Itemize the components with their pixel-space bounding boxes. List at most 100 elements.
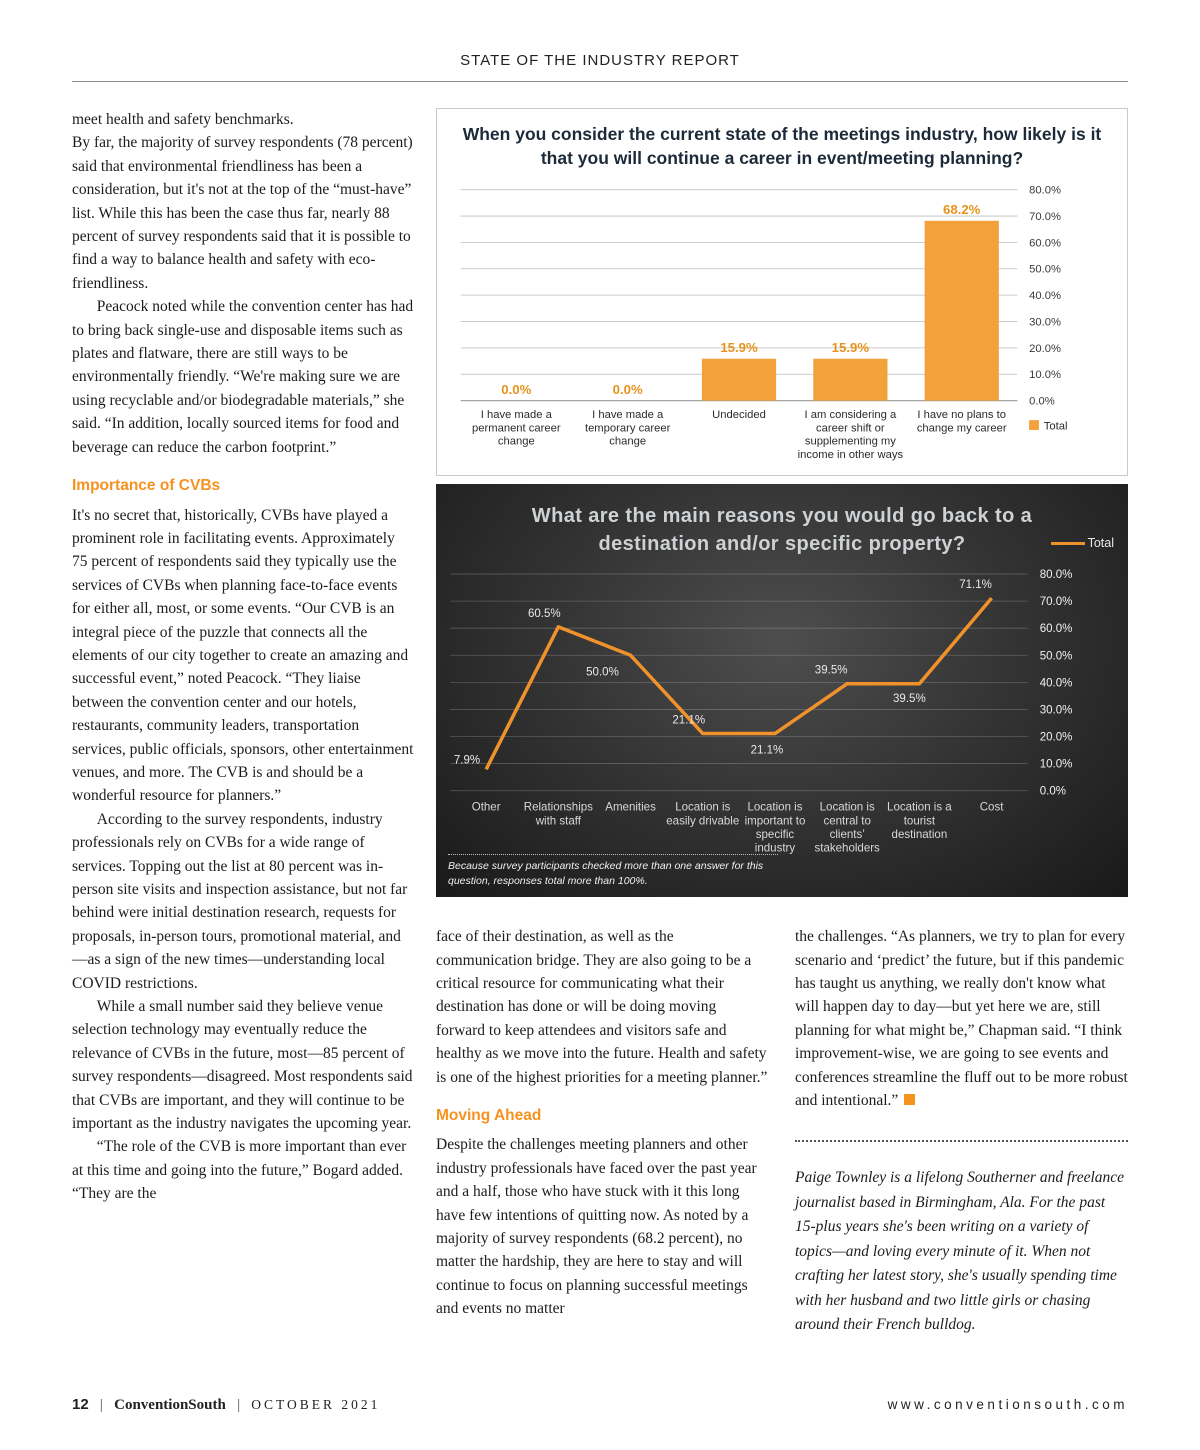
svg-text:40.0%: 40.0% (1029, 290, 1061, 302)
dotted-separator (795, 1140, 1128, 1143)
issue-date: OCTOBER 2021 (251, 1397, 381, 1412)
svg-text:10.0%: 10.0% (1029, 369, 1061, 381)
svg-text:career shift or: career shift or (816, 423, 885, 435)
page-content: meet health and safety benchmarks. By fa… (72, 108, 1128, 1338)
legend-label: Total (1087, 536, 1114, 551)
svg-text:important to: important to (745, 815, 806, 827)
svg-text:change: change (609, 436, 646, 448)
paragraph: It's no secret that, historically, CVBs … (72, 506, 414, 805)
svg-text:supplementing my: supplementing my (805, 436, 896, 448)
lower-text-columns: face of their destination, as well as th… (436, 925, 1128, 1338)
bar-chart-title: When you consider the current state of t… (462, 124, 1102, 168)
svg-text:30.0%: 30.0% (1029, 317, 1061, 329)
svg-text:60.0%: 60.0% (1040, 623, 1073, 635)
svg-text:I have made a: I have made a (592, 409, 664, 421)
svg-text:71.1%: 71.1% (959, 579, 992, 591)
section-heading-moving-ahead: Moving Ahead (436, 1107, 542, 1125)
svg-text:60.5%: 60.5% (528, 608, 561, 620)
svg-text:70.0%: 70.0% (1040, 596, 1073, 608)
page-number: 12 (72, 1396, 89, 1413)
svg-text:Relationships: Relationships (524, 802, 593, 814)
svg-text:change my career: change my career (917, 423, 1007, 435)
svg-text:68.2%: 68.2% (943, 202, 981, 217)
paragraph: By far, the majority of survey responden… (72, 134, 413, 292)
svg-text:Location is: Location is (675, 802, 730, 814)
svg-text:Location is: Location is (747, 802, 802, 814)
svg-text:15.9%: 15.9% (832, 340, 870, 355)
reasons-line-chart: What are the main reasons you would go b… (436, 484, 1128, 898)
career-chart-svg: 0.0% 10.0% 20.0% 30.0% 40.0% 50.0% 60.0% 70.0% 8… (460, 185, 1068, 461)
svg-text:80.0%: 80.0% (1029, 185, 1061, 197)
right-text-column: the challenges. “As planners, we try to … (795, 925, 1128, 1338)
paragraph-text: the challenges. “As planners, we try to … (795, 928, 1128, 1110)
svg-text:stakeholders: stakeholders (815, 843, 881, 855)
svg-text:destination: destination (892, 829, 948, 841)
career-bar-chart: When you consider the current state of t… (436, 108, 1128, 477)
paragraph: Peacock noted while the convention cente… (72, 298, 414, 456)
svg-text:change: change (498, 436, 535, 448)
section-heading-importance-of-cvbs: Importance of CVBs (72, 477, 221, 495)
paragraph: While a small number said they believe v… (72, 998, 413, 1133)
svg-text:Total: Total (1044, 421, 1068, 433)
svg-text:7.9%: 7.9% (454, 754, 480, 766)
svg-text:easily drivable: easily drivable (666, 815, 739, 827)
svg-text:21.1%: 21.1% (751, 745, 784, 757)
svg-text:0.0%: 0.0% (501, 382, 531, 397)
svg-text:0.0%: 0.0% (613, 382, 643, 397)
svg-text:Location is a: Location is a (887, 802, 952, 814)
page-header-title: STATE OF THE INDUSTRY REPORT (460, 52, 740, 69)
svg-text:0.0%: 0.0% (1040, 786, 1066, 798)
svg-text:temporary career: temporary career (585, 423, 671, 435)
author-bio: Paige Townley is a lifelong Southerner a… (795, 1169, 1125, 1334)
paragraph: “The role of the CVB is more important t… (72, 1138, 407, 1203)
svg-text:10.0%: 10.0% (1040, 759, 1073, 771)
paragraph: the challenges. “As planners, we try to … (795, 925, 1128, 1112)
line-chart-legend: Total (1050, 536, 1114, 551)
svg-text:20.0%: 20.0% (1029, 343, 1061, 355)
paragraph: Despite the challenges meeting planners … (436, 1136, 757, 1318)
svg-text:Location is: Location is (820, 802, 875, 814)
website-url: www.conventionsouth.com (887, 1397, 1128, 1412)
footer-left: 12 | ConventionSouth | OCTOBER 2021 (72, 1396, 380, 1414)
left-text-column: meet health and safety benchmarks. By fa… (72, 108, 414, 1338)
svg-text:Other: Other (472, 802, 501, 814)
magazine-name: ConventionSouth (114, 1397, 226, 1413)
svg-text:50.0%: 50.0% (1029, 264, 1061, 276)
svg-text:I am considering a: I am considering a (805, 409, 897, 421)
svg-text:with staff: with staff (535, 815, 582, 827)
svg-text:21.1%: 21.1% (672, 715, 705, 727)
paragraph: face of their destination, as well as th… (436, 928, 768, 1086)
svg-text:I have no plans to: I have no plans to (917, 409, 1006, 421)
svg-text:70.0%: 70.0% (1029, 211, 1061, 223)
svg-text:tourist: tourist (904, 815, 936, 827)
svg-text:income in other ways: income in other ways (798, 449, 904, 461)
svg-text:specific: specific (756, 829, 795, 841)
footer-separator: | (99, 1396, 104, 1412)
legend-line-swatch (1050, 541, 1085, 545)
footer-separator: | (236, 1396, 241, 1412)
line-chart-title: What are the main reasons you would go b… (531, 505, 1033, 556)
svg-text:I have made a: I have made a (481, 409, 553, 421)
svg-text:permanent career: permanent career (472, 423, 561, 435)
svg-text:39.5%: 39.5% (893, 693, 926, 705)
svg-text:industry: industry (755, 843, 796, 855)
paragraph: According to the survey respondents, ind… (72, 810, 408, 992)
svg-text:Amenities: Amenities (605, 802, 656, 814)
article-end-mark (904, 1094, 916, 1106)
svg-text:clients’: clients’ (830, 829, 865, 841)
svg-text:15.9%: 15.9% (720, 340, 758, 355)
svg-text:central to: central to (823, 815, 870, 827)
svg-text:30.0%: 30.0% (1040, 705, 1073, 717)
svg-text:Cost: Cost (980, 802, 1004, 814)
right-content-area: When you consider the current state of t… (436, 108, 1128, 1338)
svg-text:0.0%: 0.0% (1029, 396, 1055, 408)
svg-text:20.0%: 20.0% (1040, 732, 1073, 744)
svg-text:39.5%: 39.5% (815, 665, 848, 677)
middle-text-column: face of their destination, as well as th… (436, 925, 769, 1338)
chart-footnote: Because survey participants checked more… (448, 853, 778, 889)
reasons-chart-svg: 0.0% 10.0% 20.0% 30.0% 40.0% 50.0% 60.0% 70.0% 8… (450, 569, 1073, 855)
svg-text:40.0%: 40.0% (1040, 678, 1073, 690)
svg-text:50.0%: 50.0% (1040, 651, 1073, 663)
svg-text:Undecided: Undecided (712, 409, 766, 421)
